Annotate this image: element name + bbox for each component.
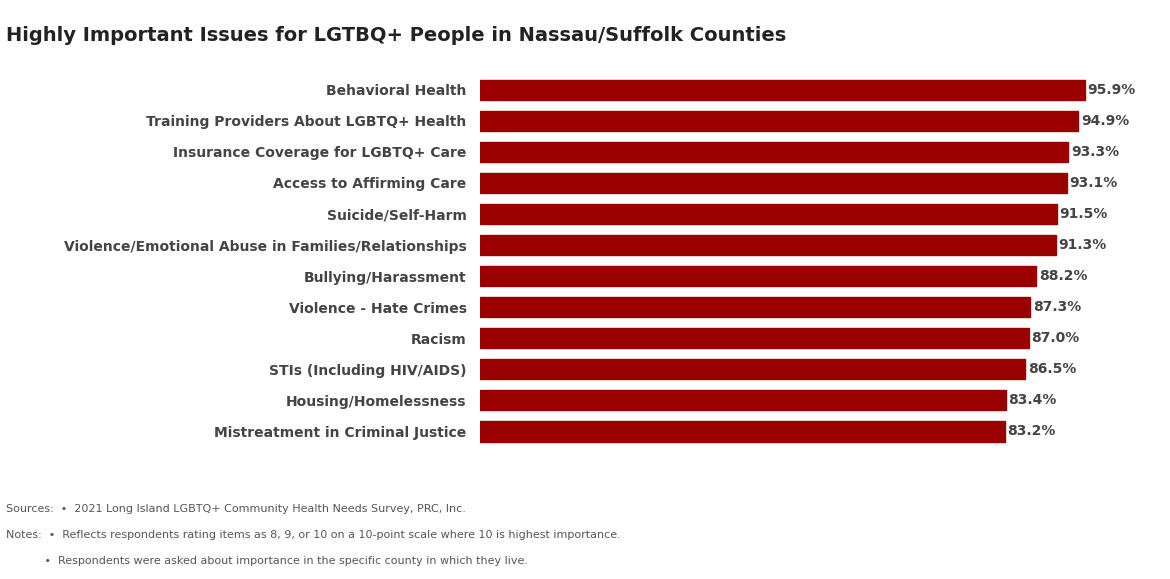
Bar (480, 235, 1055, 255)
Bar (480, 390, 1006, 411)
Bar (480, 359, 1025, 379)
Text: 87.0%: 87.0% (1031, 331, 1080, 345)
Bar (480, 111, 1079, 131)
Text: Highly Important Issues for LGTBQ+ People in Nassau/Suffolk Counties: Highly Important Issues for LGTBQ+ Peopl… (6, 26, 786, 45)
Bar (480, 297, 1031, 317)
Text: 86.5%: 86.5% (1028, 362, 1076, 376)
Text: 87.3%: 87.3% (1033, 300, 1081, 314)
Text: •  Respondents were asked about importance in the specific county in which they : • Respondents were asked about importanc… (6, 556, 528, 566)
Bar (480, 266, 1037, 286)
Bar (480, 142, 1068, 162)
Text: 91.3%: 91.3% (1058, 238, 1107, 252)
Text: Notes:  •  Reflects respondents rating items as 8, 9, or 10 on a 10-point scale : Notes: • Reflects respondents rating ite… (6, 530, 620, 540)
Text: 83.2%: 83.2% (1007, 424, 1055, 438)
Bar (480, 173, 1067, 193)
Text: 95.9%: 95.9% (1087, 83, 1136, 97)
Text: 91.5%: 91.5% (1060, 207, 1108, 221)
Text: 93.1%: 93.1% (1069, 176, 1117, 190)
Text: 88.2%: 88.2% (1039, 269, 1087, 283)
Text: 83.4%: 83.4% (1009, 393, 1057, 408)
Bar (480, 204, 1057, 224)
Text: 93.3%: 93.3% (1071, 145, 1119, 159)
Bar (480, 79, 1085, 100)
Bar (480, 422, 1005, 442)
Text: 94.9%: 94.9% (1081, 113, 1129, 128)
Text: Sources:  •  2021 Long Island LGBTQ+ Community Health Needs Survey, PRC, Inc.: Sources: • 2021 Long Island LGBTQ+ Commu… (6, 504, 466, 514)
Bar (480, 328, 1028, 349)
